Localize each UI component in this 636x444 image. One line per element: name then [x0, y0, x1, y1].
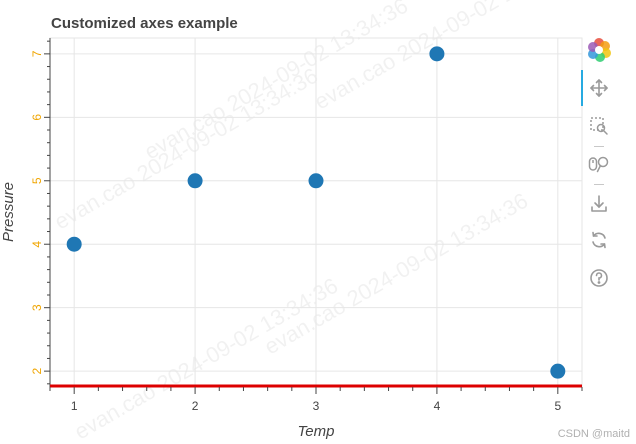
pan-icon[interactable]: [585, 74, 613, 102]
y-minor-ticks: [47, 40, 50, 385]
toolbar: [581, 34, 617, 294]
scatter-point: [308, 173, 324, 189]
credit-text: CSDN @maitd: [557, 428, 630, 440]
reset-icon[interactable]: [585, 226, 613, 254]
bokeh-logo-icon[interactable]: [585, 36, 613, 64]
box-zoom-icon[interactable]: [585, 112, 613, 140]
y-tick-label: 7: [30, 50, 44, 57]
x-minor-ticks: [49, 387, 583, 391]
chart-title: Customized axes example: [51, 15, 238, 32]
y-tick-label: 6: [30, 114, 44, 121]
watermark-text: evan.cao 2024-09-02 13:34:36: [70, 273, 342, 444]
toolbar-divider: [594, 184, 604, 185]
toolbar-divider: [594, 146, 604, 147]
x-tick-label: 1: [71, 399, 78, 413]
active-tool-indicator: [581, 70, 583, 106]
scatter-point: [550, 363, 566, 379]
y-tick-label: 3: [30, 304, 44, 311]
help-icon[interactable]: [585, 264, 613, 292]
watermark-text: evan.cao 2024-09-02 13:34:36: [310, 0, 582, 114]
y-tick-label: 2: [30, 367, 44, 374]
x-tick-label: 4: [434, 399, 441, 413]
scatter-points: [66, 46, 566, 379]
scatter-point: [429, 46, 445, 62]
x-tick-labels: 1 2 3 4 5: [71, 399, 562, 413]
x-tick-label: 2: [192, 399, 199, 413]
x-major-ticks: [73, 387, 559, 394]
x-tick-label: 3: [313, 399, 320, 413]
scatter-point: [187, 173, 203, 189]
scatter-point: [66, 236, 82, 252]
x-tick-label: 5: [554, 399, 561, 413]
y-tick-label: 5: [30, 177, 44, 184]
watermark-text: evan.cao 2024-09-02 13:34:36: [50, 63, 322, 234]
y-axis-label: Pressure: [0, 182, 17, 242]
watermark-text: evan.cao 2024-09-02 13:34:36: [260, 188, 532, 359]
wheel-zoom-icon[interactable]: [585, 150, 613, 178]
x-grid: [73, 38, 559, 387]
x-axis-label: Temp: [298, 423, 335, 440]
y-major-ticks: [44, 53, 50, 372]
y-tick-labels: 2 3 4 5 6 7: [30, 50, 44, 374]
y-tick-label: 4: [30, 241, 44, 248]
save-icon[interactable]: [585, 190, 613, 218]
